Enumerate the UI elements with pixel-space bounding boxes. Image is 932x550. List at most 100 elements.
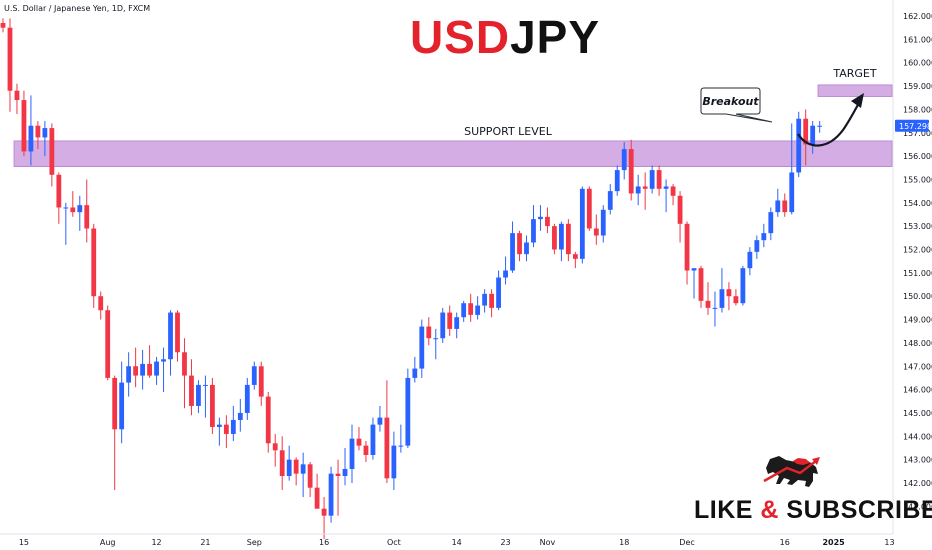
candle-body — [621, 149, 627, 171]
candle-body — [189, 375, 194, 406]
time-tick-label: 23 — [500, 538, 510, 547]
candle-body — [70, 207, 76, 213]
candle-body — [642, 186, 648, 189]
candle-body — [796, 118, 802, 173]
candle — [112, 375, 118, 491]
candle — [398, 424, 404, 453]
candle-body — [726, 289, 732, 297]
candle-body — [531, 219, 536, 243]
breakout-label: Breakout — [702, 95, 759, 108]
candle — [349, 424, 355, 483]
candle-body — [461, 303, 467, 318]
candle — [475, 296, 481, 320]
candle-body — [719, 289, 725, 308]
candle — [684, 221, 690, 285]
candle — [593, 214, 599, 245]
candle-body — [286, 459, 292, 476]
candle — [49, 123, 55, 187]
candle-body — [517, 233, 522, 255]
candle-body — [168, 312, 173, 360]
candle — [237, 398, 243, 432]
candle-body — [426, 326, 432, 339]
candle — [70, 191, 76, 217]
candle — [91, 223, 97, 308]
price-tick-label: 157.000 — [903, 129, 932, 138]
candle — [705, 282, 711, 315]
price-tick-label: 156.000 — [903, 152, 932, 161]
candle — [524, 235, 529, 262]
title-jpy: JPY — [510, 11, 601, 63]
candle-body — [684, 223, 690, 271]
candle-body — [649, 170, 655, 189]
candle-body — [0, 23, 6, 28]
candle — [216, 417, 222, 446]
candle-body — [42, 128, 48, 138]
candle — [468, 293, 474, 322]
candle-body — [272, 443, 278, 451]
candle — [412, 356, 418, 383]
candle-body — [328, 473, 334, 516]
time-tick-label: 2025 — [822, 538, 845, 547]
price-tick-label: 151.000 — [903, 269, 932, 278]
candle — [586, 186, 592, 231]
candle — [768, 207, 774, 241]
candle-body — [384, 417, 390, 479]
candle — [272, 433, 278, 467]
time-tick-label: 15 — [19, 538, 29, 547]
candle — [203, 375, 208, 418]
candle-body — [356, 438, 362, 446]
candle-body — [265, 396, 271, 444]
candle — [175, 310, 180, 362]
last-price-tag — [895, 119, 929, 132]
candle — [656, 165, 662, 196]
candle-body — [677, 195, 683, 224]
candle — [691, 268, 697, 299]
breakout-callout-shape — [700, 87, 773, 123]
candle — [663, 179, 669, 213]
candle — [440, 307, 446, 343]
candle — [461, 300, 467, 322]
candle — [105, 305, 111, 381]
candle-body — [447, 312, 453, 329]
candle — [168, 310, 173, 376]
candle — [677, 191, 683, 243]
time-tick-label: Aug — [100, 538, 116, 547]
candle-body — [293, 459, 299, 474]
price-tick-label: 154.000 — [903, 199, 932, 208]
candle — [531, 205, 536, 248]
candle — [454, 312, 460, 339]
candle — [77, 195, 83, 231]
candle-body — [775, 200, 781, 213]
candle — [426, 317, 432, 346]
candle — [119, 361, 125, 444]
candle — [698, 265, 704, 308]
candle-body — [391, 445, 397, 479]
candle — [307, 461, 313, 498]
candle-body — [14, 90, 20, 101]
candle — [210, 377, 215, 434]
price-tick-label: 146.000 — [903, 386, 932, 395]
candle-body — [747, 251, 753, 269]
candle-body — [300, 464, 306, 474]
candle — [635, 174, 641, 206]
candle — [140, 349, 145, 390]
candle — [559, 221, 564, 262]
price-tick-label: 143.000 — [903, 456, 932, 465]
candle-body — [21, 100, 27, 152]
candle-body — [656, 170, 662, 189]
candle — [286, 445, 292, 481]
price-tick-label: 161.000 — [903, 35, 932, 44]
candle — [98, 291, 104, 320]
candle — [293, 457, 299, 486]
candle-body — [244, 384, 250, 413]
candle — [489, 289, 494, 318]
candle-body — [670, 186, 676, 196]
projection-arrowhead — [851, 93, 864, 108]
candle — [419, 319, 425, 378]
candle — [600, 205, 606, 243]
time-tick-label: Dec — [679, 538, 694, 547]
candle-body — [216, 424, 222, 427]
candle-body — [126, 366, 132, 383]
candle-body — [77, 205, 83, 213]
